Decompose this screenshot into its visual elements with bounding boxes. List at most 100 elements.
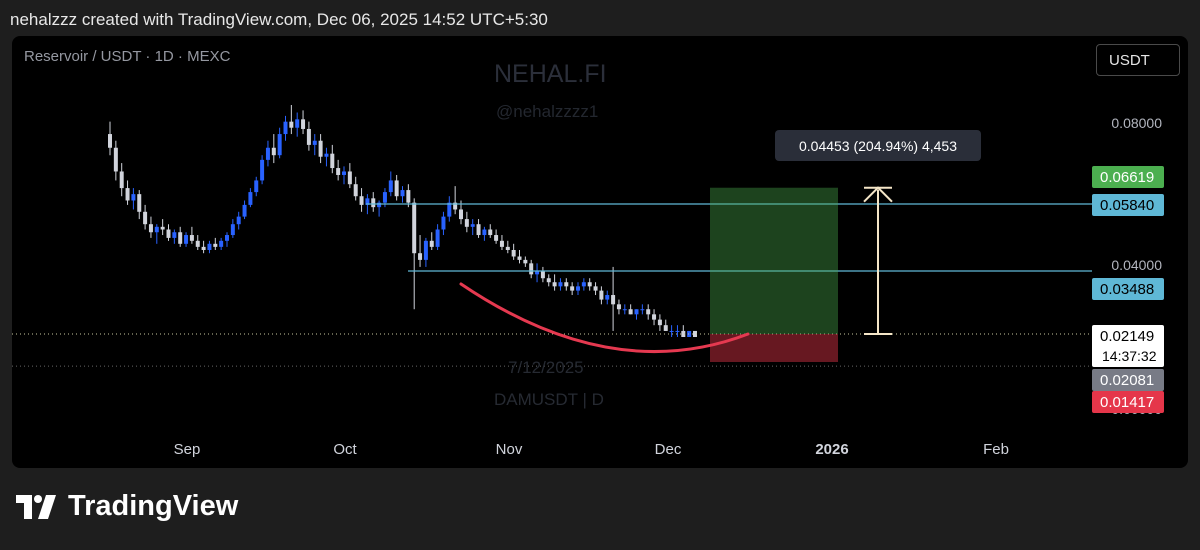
x-axis-tick-label: Sep xyxy=(174,441,201,458)
candle-body xyxy=(154,226,159,233)
candle-body xyxy=(382,192,387,203)
price-badge-value: 0.02149 xyxy=(1100,328,1154,345)
candle-body xyxy=(359,196,364,205)
currency-button[interactable]: USDT xyxy=(1096,44,1180,76)
candle-body xyxy=(564,282,569,287)
candle-body xyxy=(505,246,510,250)
candle-body xyxy=(441,216,446,230)
candle-body xyxy=(394,180,399,197)
attribution-header: nehalzzz created with TradingView.com, D… xyxy=(10,10,548,29)
candle-body xyxy=(324,153,329,157)
candle-body xyxy=(125,188,130,201)
candle-body xyxy=(693,330,697,337)
candle-body xyxy=(435,229,440,247)
candle-body xyxy=(113,147,118,172)
stop-zone[interactable] xyxy=(710,334,838,362)
candle-body xyxy=(342,171,346,175)
candle-body xyxy=(301,119,306,129)
watermark-pair: DAMUSDT | D xyxy=(494,390,604,409)
candle-body xyxy=(663,325,668,331)
candle-body xyxy=(652,314,657,320)
candle-body xyxy=(260,159,265,181)
candle-body xyxy=(254,180,259,193)
candle-body xyxy=(634,309,639,315)
candle-body xyxy=(529,263,534,275)
candle-body xyxy=(482,229,487,236)
measure-tooltip-bg xyxy=(775,130,981,161)
candle-body xyxy=(535,270,540,275)
candle-body xyxy=(230,224,235,236)
candle-body xyxy=(687,330,692,337)
candle-body xyxy=(429,240,434,247)
candle-body xyxy=(336,168,341,175)
candle-body xyxy=(353,184,358,197)
candle-body xyxy=(283,121,288,135)
candle-body xyxy=(453,202,458,210)
candle-body xyxy=(476,224,481,236)
candle-body xyxy=(640,309,645,311)
candle-body xyxy=(499,240,504,247)
candle-body xyxy=(365,198,370,205)
price-badge xyxy=(1092,278,1164,300)
candle-body xyxy=(265,147,270,160)
candle-body xyxy=(219,240,224,247)
price-badge xyxy=(1092,166,1164,188)
candle-body xyxy=(242,204,247,217)
candle-body xyxy=(143,211,148,225)
x-axis-tick-label: Dec xyxy=(655,441,682,458)
candle-body xyxy=(131,194,136,201)
candle-body xyxy=(675,330,680,332)
candle-body xyxy=(195,240,200,247)
candle-body xyxy=(172,232,177,238)
candle-body xyxy=(406,190,411,203)
candle-body xyxy=(593,286,598,291)
candle-body xyxy=(523,259,528,264)
price-badge-value: 0.05840 xyxy=(1100,197,1154,214)
candle-body xyxy=(148,224,153,233)
symbol-info[interactable]: Reservoir / USDT · 1D · MEXC xyxy=(24,48,231,65)
rounding-bottom-curve[interactable] xyxy=(459,282,750,354)
candle-body xyxy=(628,309,633,315)
tradingview-logo-icon xyxy=(16,494,56,519)
measure-tooltip-text: 0.04453 (204.94%) 4,453 xyxy=(799,138,957,154)
candle-body xyxy=(248,192,253,205)
candle-body xyxy=(587,282,592,287)
y-axis-tick-label: 0.04000 xyxy=(1111,257,1162,273)
candle-body xyxy=(494,235,499,241)
candle-body xyxy=(119,171,124,189)
candle-body xyxy=(371,198,376,208)
candle-body xyxy=(605,295,610,300)
candle-body xyxy=(511,249,516,257)
candle-body xyxy=(599,290,604,300)
candle-body xyxy=(347,171,352,185)
candle-body xyxy=(470,224,475,227)
candle-body xyxy=(546,278,551,283)
candlestick-chart[interactable]: 0.04453 (204.94%) 4,453 0.08000 0.04000 0.0… xyxy=(12,36,1188,468)
candle-body xyxy=(236,216,241,225)
candle-body xyxy=(418,253,423,260)
candle-body xyxy=(622,309,627,311)
watermark-handle: @nehalzzzz1 xyxy=(496,102,599,121)
candle-body xyxy=(552,282,557,287)
price-badge xyxy=(1092,325,1164,367)
x-axis-tick-label: Nov xyxy=(496,441,523,458)
candle-body xyxy=(488,229,493,236)
candle-body xyxy=(681,330,686,337)
x-axis-tick-label: Feb xyxy=(983,441,1009,458)
price-badge xyxy=(1092,369,1164,391)
candle-body xyxy=(616,304,621,310)
chart-panel[interactable]: 0.04453 (204.94%) 4,453 0.08000 0.04000 0.0… xyxy=(12,36,1188,468)
candle-body xyxy=(201,246,206,250)
candle-body xyxy=(388,180,393,193)
target-zone[interactable] xyxy=(710,187,838,334)
candle-body xyxy=(447,202,452,217)
candle-body xyxy=(412,202,417,254)
candle-body xyxy=(277,134,282,156)
x-axis-tick-label: Oct xyxy=(333,441,357,458)
price-badge-value: 0.02081 xyxy=(1100,372,1154,389)
candle-body xyxy=(540,270,545,279)
candle-body xyxy=(184,235,189,244)
candle-body xyxy=(312,140,317,145)
candle-body xyxy=(137,194,142,212)
candle-body xyxy=(289,121,294,128)
